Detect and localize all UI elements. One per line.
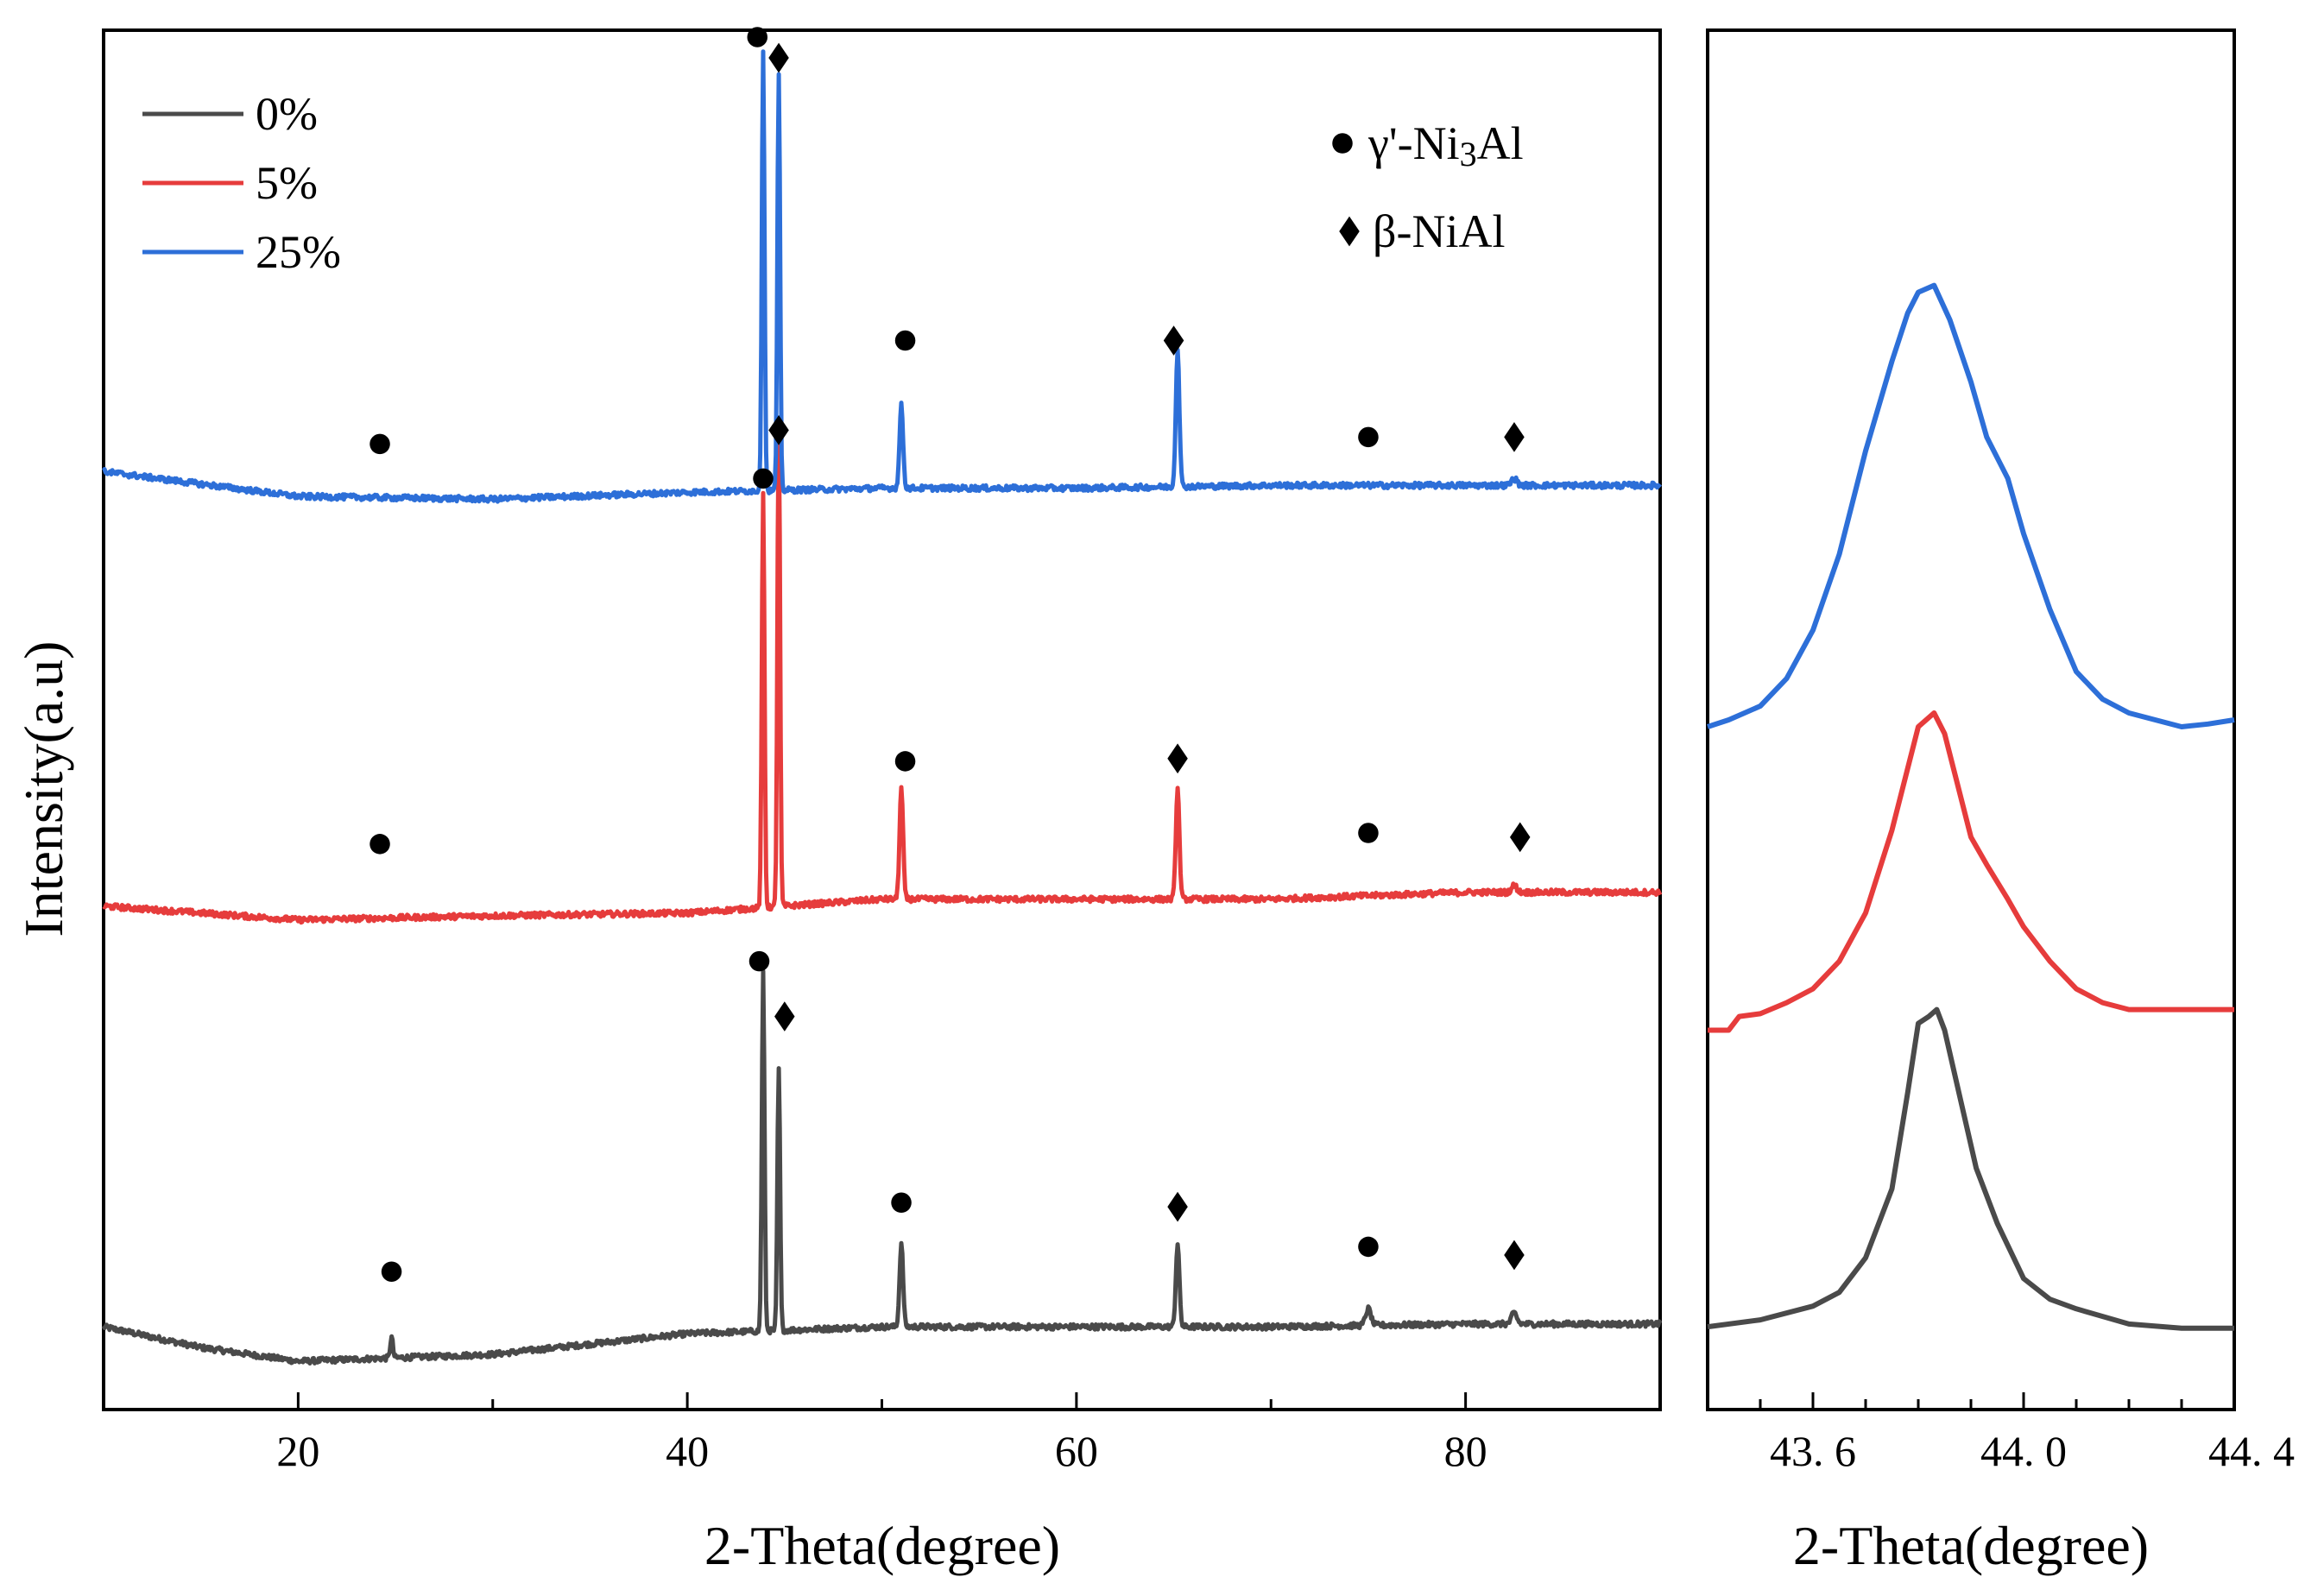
phase-legend-label-gamma: γ'-Ni3Al <box>1367 117 1524 173</box>
main-x-tick-labels: 20 40 60 80 <box>276 1427 1487 1475</box>
phase-legend-label-beta: β-NiAl <box>1373 205 1505 257</box>
gamma-prime-peak-marker <box>1358 823 1379 843</box>
main-x-ticks <box>102 1392 1662 1410</box>
zoom-x-tick-labels: 43. 6 44. 0 44. 4 <box>1770 1427 2295 1475</box>
main-markers-group <box>369 27 1531 1282</box>
legend-label: 0% <box>256 88 318 140</box>
main-series-line-2 <box>101 49 1662 504</box>
phase-legend-label-gamma-sub: 3 <box>1460 135 1477 173</box>
gamma-prime-peak-marker <box>1358 426 1379 448</box>
main-x-tick-label: 80 <box>1444 1427 1487 1475</box>
main-series-group <box>101 49 1663 1366</box>
beta-peak-marker <box>1163 325 1184 356</box>
y-axis-title: Intensity(a.u) <box>13 641 74 937</box>
legend-label: 5% <box>256 157 318 209</box>
gamma-prime-peak-marker <box>381 1261 402 1282</box>
main-panel: 20 40 60 80 2-Theta(degree) Intensity(a.u) … <box>13 27 1663 1576</box>
phase-legend-label-gamma-tail: Al <box>1477 117 1524 169</box>
phase-legend-diamond-icon <box>1339 216 1360 247</box>
zoom-x-axis-title: 2-Theta(degree) <box>1793 1515 2149 1576</box>
zoom-panel: 43. 6 44. 0 44. 4 2-Theta(degree) <box>1706 28 2295 1576</box>
beta-peak-marker <box>1504 1240 1525 1271</box>
main-x-tick-label: 20 <box>276 1427 319 1475</box>
main-x-tick-label: 40 <box>666 1427 709 1475</box>
main-series-line-1 <box>102 422 1663 925</box>
gamma-prime-peak-marker <box>369 433 390 455</box>
beta-peak-marker <box>774 1001 795 1031</box>
main-series-line-0 <box>101 968 1663 1366</box>
main-x-tick-label: 60 <box>1055 1427 1098 1475</box>
beta-peak-marker <box>1167 1191 1188 1222</box>
zoom-series-line-2 <box>1707 282 2235 729</box>
zoom-x-tick-label: 43. 6 <box>1770 1427 1856 1475</box>
zoom-x-tick-label: 44. 4 <box>2208 1427 2295 1475</box>
gamma-prime-peak-marker <box>369 834 390 855</box>
gamma-prime-peak-marker <box>891 1192 912 1214</box>
legend-label: 25% <box>256 226 341 278</box>
beta-peak-marker <box>1167 743 1188 774</box>
gamma-prime-peak-marker <box>747 27 768 47</box>
beta-peak-marker <box>768 42 789 73</box>
zoom-series-line-0 <box>1707 1006 2234 1331</box>
beta-peak-marker <box>768 415 789 445</box>
phase-legend-circle-icon <box>1332 133 1353 154</box>
phase-legend-label-gamma-main: γ'-Ni <box>1367 117 1460 169</box>
gamma-prime-peak-marker <box>894 751 916 772</box>
beta-peak-marker <box>1504 422 1525 452</box>
zoom-series-line-1 <box>1708 710 2234 1033</box>
gamma-prime-peak-marker <box>1358 1236 1379 1258</box>
main-x-axis-title: 2-Theta(degree) <box>704 1515 1060 1576</box>
gamma-prime-peak-marker <box>894 330 916 351</box>
gamma-prime-peak-marker <box>753 468 774 489</box>
series-legend: 0% 5% 25% <box>142 88 341 278</box>
zoom-x-tick-label: 44. 0 <box>1980 1427 2067 1475</box>
beta-peak-marker <box>1509 822 1531 853</box>
gamma-prime-peak-marker <box>748 950 770 972</box>
phase-legend: γ'-Ni3Al β-NiAl <box>1332 117 1524 257</box>
zoom-x-ticks <box>1706 1392 2236 1410</box>
zoom-series-group <box>1707 282 2235 1331</box>
